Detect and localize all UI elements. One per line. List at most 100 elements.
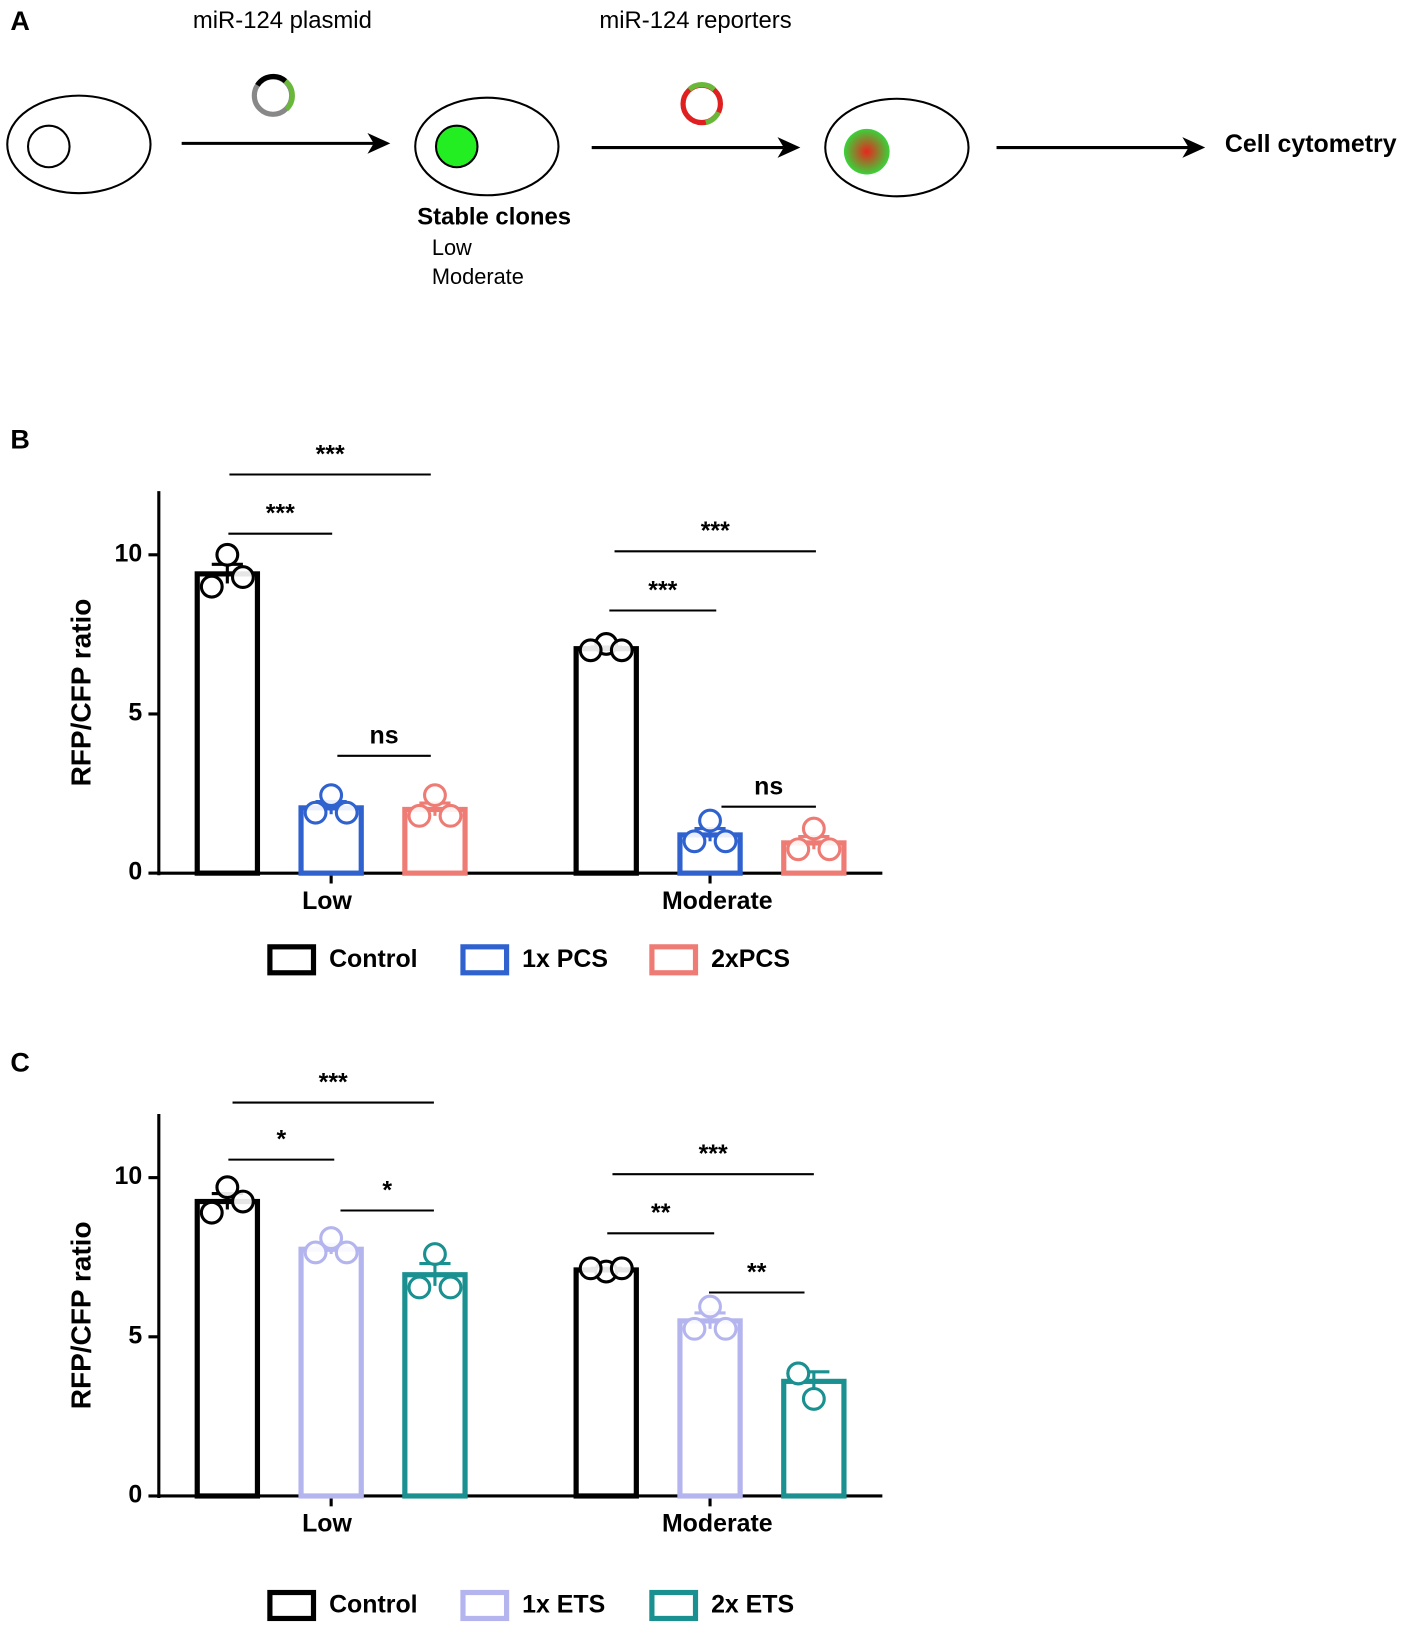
data-point	[609, 638, 634, 663]
significance-label: ***	[316, 440, 345, 468]
data-point	[199, 574, 224, 599]
data-point	[698, 808, 722, 833]
data-point	[609, 1256, 634, 1281]
data-point	[713, 829, 738, 854]
result-label: Cell cytometry	[1225, 130, 1397, 158]
data-point	[578, 1256, 603, 1281]
data-point	[303, 800, 328, 825]
y-tick-label: 10	[114, 1162, 142, 1190]
panel-label: A	[10, 6, 29, 36]
legend-swatch	[460, 1589, 510, 1622]
clone-label: Moderate	[432, 264, 524, 289]
data-point	[215, 542, 240, 567]
data-point	[199, 1200, 224, 1225]
data-point	[801, 816, 826, 841]
bar	[573, 646, 639, 876]
nucleus	[843, 128, 890, 175]
arrow-head	[367, 132, 391, 154]
data-point	[786, 837, 811, 862]
data-point	[215, 1175, 240, 1200]
panel-a: A miR-124 plasmid miR-124 reporters Stab…	[6, 6, 1397, 289]
y-tick-label: 0	[128, 858, 142, 886]
data-point	[438, 1275, 463, 1300]
significance-label: ns	[370, 722, 399, 750]
plasmid-segment	[255, 73, 288, 87]
data-point	[334, 800, 359, 825]
legend-swatch	[649, 944, 699, 976]
significance-label: ***	[648, 576, 677, 604]
legend-swatch	[267, 944, 317, 976]
x-tick-label: Low	[302, 887, 352, 915]
panel-label: B	[10, 424, 29, 454]
data-point	[438, 803, 463, 828]
nucleus	[434, 124, 479, 169]
cell	[414, 96, 560, 197]
data-point	[682, 1316, 707, 1341]
bar	[402, 1272, 468, 1499]
data-point	[319, 1226, 344, 1251]
y-tick-label: 5	[128, 1321, 142, 1349]
significance-label: *	[276, 1126, 286, 1154]
data-point	[303, 1240, 328, 1265]
y-tick-label: 0	[128, 1481, 142, 1509]
data-point	[407, 803, 432, 828]
data-point	[423, 783, 447, 808]
significance-label: ***	[266, 500, 295, 528]
significance-label: **	[651, 1199, 671, 1227]
data-point	[713, 1316, 738, 1341]
legend-swatch	[460, 944, 510, 976]
bar	[677, 1318, 743, 1499]
data-point	[230, 1189, 255, 1214]
data-point	[407, 1275, 432, 1300]
x-tick-label: Moderate	[662, 887, 773, 915]
y-tick-label: 5	[128, 699, 142, 727]
legend-label: Control	[329, 1591, 418, 1619]
data-point	[334, 1240, 359, 1265]
panel-label: C	[10, 1047, 29, 1077]
data-point	[817, 837, 842, 862]
clone-label: Low	[432, 235, 472, 260]
step-label: miR-124 plasmid	[193, 7, 372, 34]
significance-label: ***	[699, 1140, 728, 1168]
y-axis-label: RFP/CFP ratio	[65, 599, 96, 787]
legend-label: 1x ETS	[522, 1591, 605, 1619]
legend-label: 1x PCS	[522, 945, 608, 973]
data-point	[698, 1294, 722, 1319]
bar	[194, 571, 261, 876]
data-point	[682, 829, 707, 854]
nucleus	[26, 124, 71, 169]
legend-swatch	[649, 1589, 699, 1622]
significance-label: **	[747, 1258, 767, 1286]
legend-swatch	[267, 1589, 317, 1622]
data-point	[801, 1386, 826, 1411]
cell	[824, 97, 970, 198]
bar	[298, 1246, 364, 1499]
x-tick-label: Low	[302, 1510, 352, 1538]
cell	[6, 94, 152, 195]
data-point	[319, 783, 344, 808]
legend-label: 2x ETS	[711, 1591, 794, 1619]
legend-label: 2xPCS	[711, 945, 790, 973]
significance-label: ns	[754, 773, 783, 801]
bar	[573, 1267, 639, 1499]
bar	[194, 1198, 261, 1499]
data-point	[423, 1242, 447, 1266]
legend-label: Control	[329, 945, 418, 973]
significance-label: ***	[701, 517, 730, 545]
y-axis-label: RFP/CFP ratio	[65, 1221, 96, 1409]
data-point	[786, 1361, 811, 1386]
arrow-head	[1182, 137, 1206, 158]
arrow-head	[777, 137, 801, 158]
reporter-segment	[687, 82, 716, 92]
y-tick-label: 10	[114, 539, 142, 567]
data-point	[578, 638, 603, 663]
significance-label: *	[382, 1176, 392, 1204]
significance-label: ***	[319, 1068, 348, 1096]
clones-title: Stable clones	[417, 203, 571, 230]
step-label: miR-124 reporters	[599, 7, 791, 34]
reporter-segment	[705, 110, 721, 126]
plasmid-segment	[283, 79, 295, 111]
data-point	[230, 565, 255, 590]
x-tick-label: Moderate	[662, 1510, 773, 1538]
